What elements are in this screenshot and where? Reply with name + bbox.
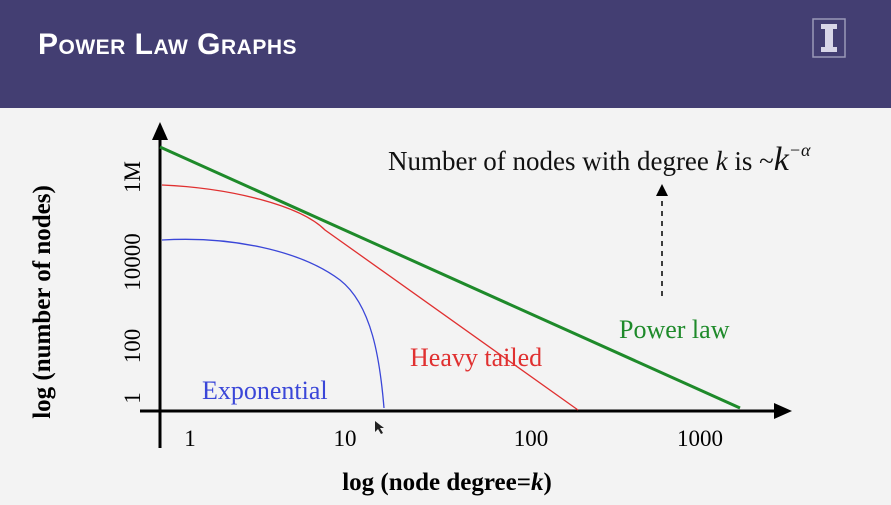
x-tick-label-1: 1 (184, 426, 196, 451)
annotation-is: is ~ (728, 146, 774, 176)
series-line-exponential (161, 238, 385, 409)
y-tick-label-100: 100 (120, 329, 145, 364)
x-tick-label-10: 10 (334, 426, 357, 451)
x-axis-label-suffix: ) (543, 469, 551, 496)
x-tick-label-1000: 1000 (677, 426, 723, 451)
annotation-k2: k (774, 141, 790, 178)
x-axis-label: log (node degree=k) (342, 469, 552, 496)
annotation-arrow-head-icon (656, 184, 668, 196)
mouse-cursor-icon (375, 421, 384, 434)
y-tick-label-1: 1 (120, 392, 145, 404)
power-law-chart: 1 100 10000 1M 1 10 100 1000 log (number… (29, 122, 811, 496)
x-tick-label-100: 100 (514, 426, 549, 451)
annotation-prefix: Number of nodes with degree (388, 146, 716, 176)
series-label-power-law: Power law (619, 315, 730, 344)
x-axis-arrow-icon (774, 403, 792, 419)
y-axis-arrow-icon (152, 122, 168, 140)
slide-header: Power Law Graphs (0, 0, 891, 108)
power-law-annotation: Number of nodes with degree k is ~k−α (388, 140, 811, 178)
annotation-exponent: −α (789, 140, 811, 160)
y-axis-label: log (number of nodes) (29, 185, 56, 419)
annotation-k: k (716, 146, 729, 176)
university-i-logo-icon (812, 18, 846, 58)
series-line-power-law (159, 145, 741, 410)
y-tick-label-1m: 1M (120, 161, 145, 193)
x-axis-label-prefix: log (node degree= (342, 469, 531, 496)
series-label-exponential: Exponential (202, 376, 328, 405)
x-axis-label-var: k (531, 469, 544, 496)
slide-title: Power Law Graphs (38, 28, 298, 61)
series-label-heavy-tailed: Heavy tailed (410, 343, 542, 372)
series-line-heavy-tailed (161, 184, 579, 411)
chart-area: 1 100 10000 1M 1 10 100 1000 log (number… (0, 108, 891, 500)
y-tick-label-10000: 10000 (120, 233, 145, 291)
